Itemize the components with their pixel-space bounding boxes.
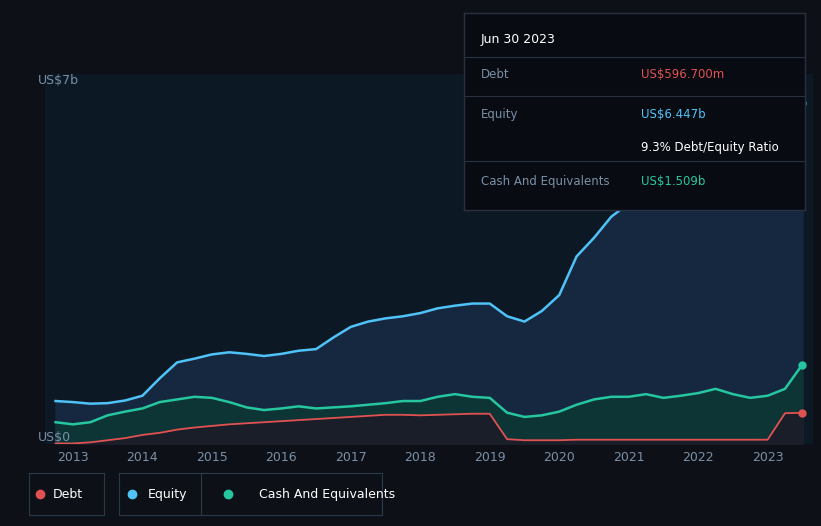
Text: Equity: Equity [481, 108, 518, 121]
Text: US$596.700m: US$596.700m [641, 68, 724, 82]
Text: US$0: US$0 [38, 431, 71, 444]
Text: Cash And Equivalents: Cash And Equivalents [481, 175, 609, 188]
Text: Equity: Equity [148, 488, 187, 501]
Text: Jun 30 2023: Jun 30 2023 [481, 33, 556, 46]
Text: US$1.509b: US$1.509b [641, 175, 705, 188]
Text: 9.3% Debt/Equity Ratio: 9.3% Debt/Equity Ratio [641, 141, 779, 154]
Text: US$7b: US$7b [38, 74, 79, 87]
Text: Debt: Debt [53, 488, 83, 501]
Text: Cash And Equivalents: Cash And Equivalents [259, 488, 395, 501]
Text: US$6.447b: US$6.447b [641, 108, 706, 121]
Text: Debt: Debt [481, 68, 510, 82]
